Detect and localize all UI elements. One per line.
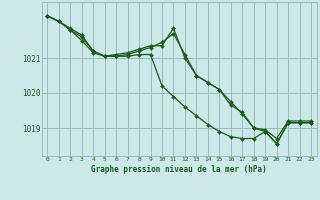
- X-axis label: Graphe pression niveau de la mer (hPa): Graphe pression niveau de la mer (hPa): [91, 165, 267, 174]
